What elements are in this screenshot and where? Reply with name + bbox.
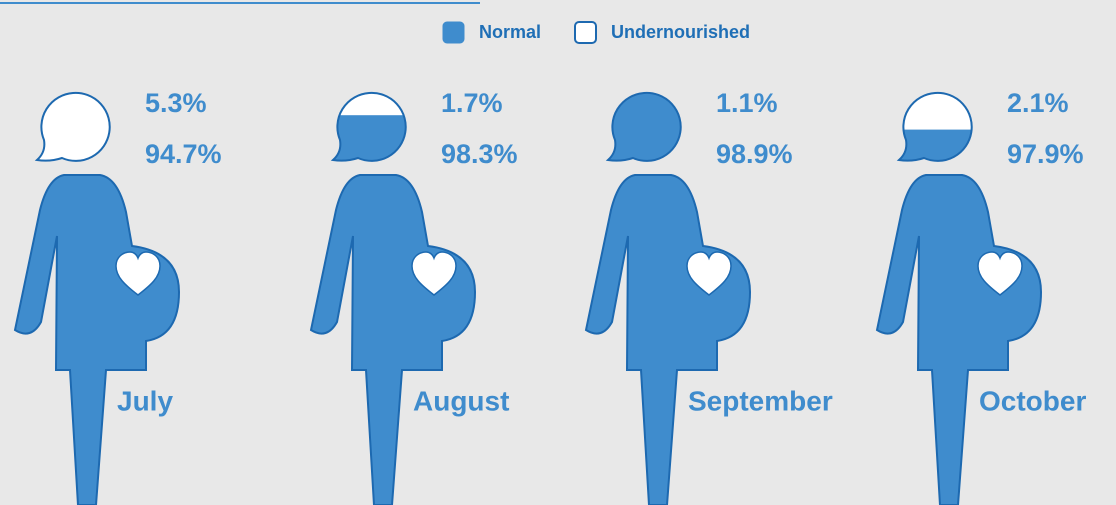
legend-label: Undernourished xyxy=(611,22,750,42)
value-label: 5.3% xyxy=(145,88,207,118)
value-label: 2.1% xyxy=(1007,88,1069,118)
value-label: 1.1% xyxy=(716,88,778,118)
value-label: 1.7% xyxy=(441,88,503,118)
legend-swatch xyxy=(443,22,464,43)
value-label: 98.9% xyxy=(716,139,793,169)
value-label: 97.9% xyxy=(1007,139,1084,169)
chart: Normal Undernourished 5.3% 94.7% July 1.7% 98.… xyxy=(0,0,1116,505)
value-label: 94.7% xyxy=(145,139,222,169)
category-label: July xyxy=(117,385,173,416)
category-label: September xyxy=(688,385,833,416)
category-label: August xyxy=(413,385,509,416)
legend-label: Normal xyxy=(479,22,541,42)
legend-swatch xyxy=(575,22,596,43)
legend: Normal Undernourished xyxy=(443,22,750,43)
value-label: 98.3% xyxy=(441,139,518,169)
category-label: October xyxy=(979,385,1086,416)
